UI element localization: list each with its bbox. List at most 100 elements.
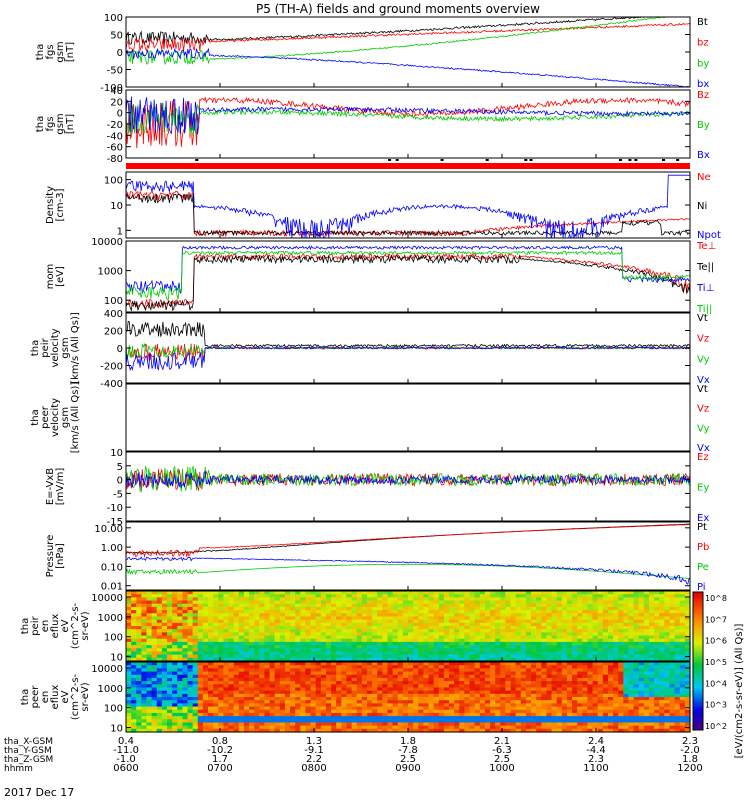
heatmap-cell [228,662,235,666]
heatmap-cell [587,606,594,611]
heatmap-cell [377,690,383,695]
heatmap-cell [566,700,573,704]
heatmap-cell [654,687,660,692]
heatmap-cell [305,703,312,708]
heatmap-cell [336,600,342,605]
heatmap-cell [648,651,655,656]
heatmap-cell [633,681,640,685]
heatmap-cell [392,632,399,637]
heatmap-cell [392,641,399,646]
heatmap-cell [208,706,214,711]
heatmap-cell [464,684,471,689]
heatmap-cell [172,626,178,630]
heatmap-cell [572,651,578,656]
heatmap-cell [628,665,635,669]
heatmap-cell [274,657,281,662]
heatmap-cell [428,629,435,633]
heatmap-cell [464,610,471,614]
heatmap-cell [351,706,358,711]
heatmap-cell [264,591,271,595]
heatmap-cell [464,706,471,711]
heatmap-cell [325,645,332,649]
heatmap-cell [141,619,148,624]
heatmap-cell [223,697,230,701]
heatmap-cell [520,677,527,682]
heatmap-cell [443,616,450,621]
heatmap-cell [372,632,378,637]
heatmap-cell [602,638,609,643]
heatmap-cell [269,610,276,614]
heatmap-cell [428,687,435,692]
heatmap-cell [274,709,281,714]
heatmap-cell [484,594,491,598]
heatmap-cell [305,728,312,733]
heatmap-cell [254,684,260,689]
heatmap-cell [561,687,568,692]
y-tick-label: 10000 [91,593,123,604]
heatmap-cell [187,597,194,602]
heatmap-cell [418,719,424,724]
heatmap-cell [613,684,619,689]
heatmap-cell [279,712,286,717]
heatmap-cell [382,616,389,621]
heatmap-cell [346,603,353,608]
heatmap-cell [197,712,204,717]
heatmap-cell [249,722,255,727]
heatmap-cell [587,626,594,630]
heatmap-cell [351,690,358,695]
heatmap-cell [254,668,260,673]
heatmap-cell [566,635,573,640]
heatmap-cell [136,603,142,608]
heatmap-cell [582,591,589,595]
heatmap-cell [202,687,209,692]
heatmap-cell [243,641,250,646]
heatmap-cell [197,725,204,730]
heatmap-cell [310,654,317,659]
heatmap-cell [320,674,327,679]
heatmap-cell [623,728,630,733]
heatmap-cell [413,594,419,598]
heatmap-cell [566,719,573,724]
heatmap-cell [428,703,435,708]
heatmap-cell [377,722,383,727]
heatmap-cell [228,668,235,673]
heatmap-cell [490,610,496,614]
heatmap-cell [664,613,671,618]
heatmap-cell [264,703,271,708]
heatmap-cell [366,635,373,640]
heatmap-cell [500,591,507,595]
heatmap-cell [141,687,148,692]
heatmap-cell [192,668,199,673]
heatmap-cell [556,662,563,666]
heatmap-cell [495,728,501,733]
heatmap-cell [249,626,255,630]
heatmap-cell [156,662,163,666]
heatmap-cell [141,690,148,695]
legend-Ey: Ey [697,483,709,494]
heatmap-cell [541,657,548,662]
heatmap-cell [418,681,424,685]
heatmap-cell [525,622,532,627]
heatmap-cell [331,641,337,646]
heatmap-cell [197,697,204,701]
heatmap-cell [295,674,301,679]
heatmap-cell [418,603,424,608]
heatmap-cell [602,632,609,637]
heatmap-cell [366,645,373,649]
heatmap-cell [443,606,450,611]
heatmap-cell [674,638,681,643]
heatmap-cell [500,719,507,724]
heatmap-cell [402,606,409,611]
heatmap-cell [243,594,250,598]
heatmap-cell [315,706,322,711]
heatmap-cell [279,606,286,611]
heatmap-cell [413,622,419,627]
heatmap-cell [449,690,455,695]
heatmap-cell [572,712,578,717]
heatmap-cell [392,671,399,676]
heatmap-cell [490,619,496,624]
heatmap-cell [464,665,471,669]
heatmap-cell [648,681,655,685]
heatmap-cell [638,657,645,662]
